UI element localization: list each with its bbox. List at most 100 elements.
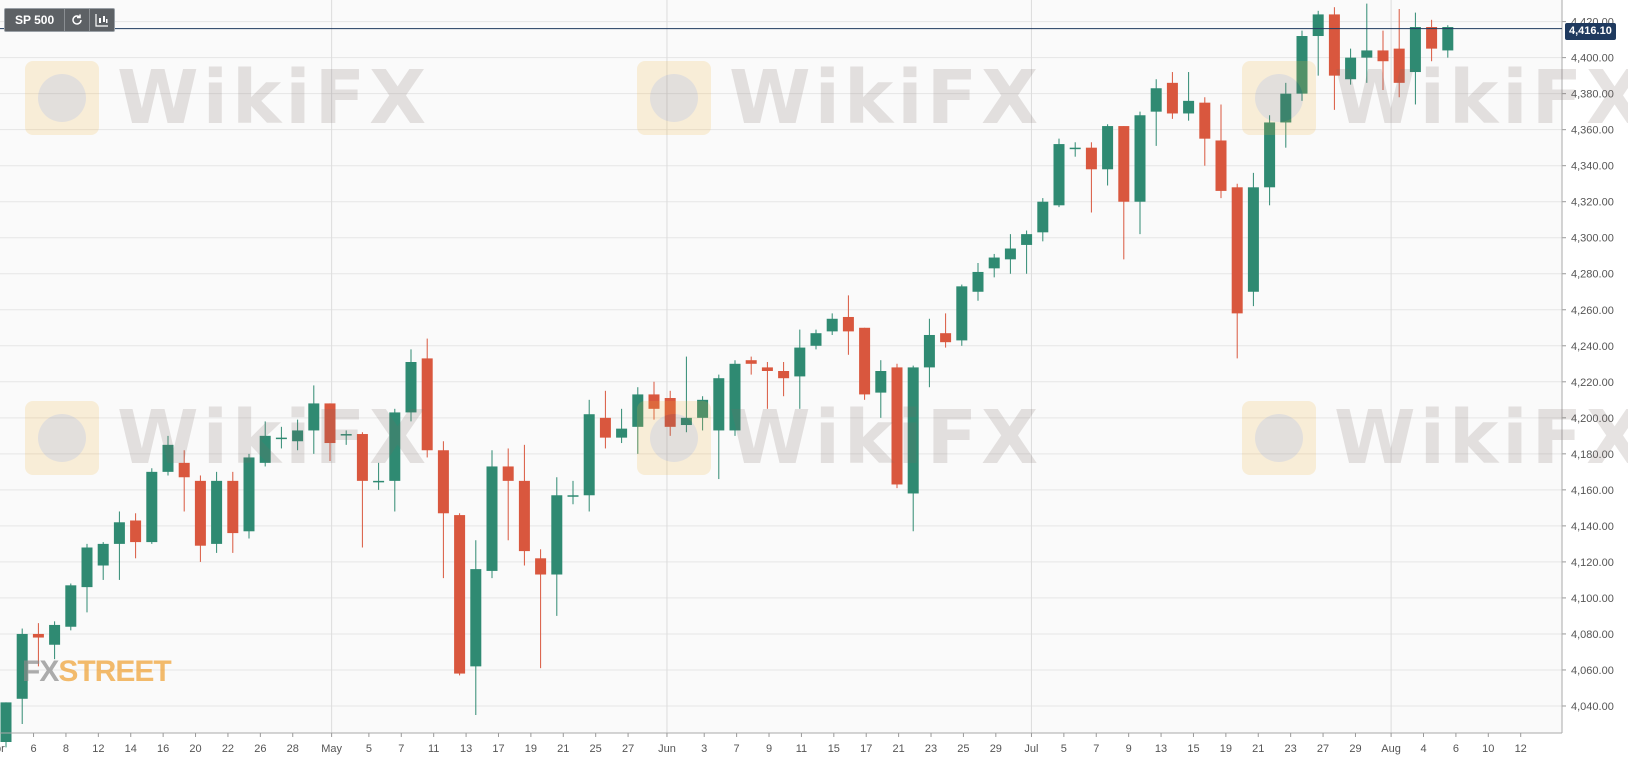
candle-body (1409, 27, 1421, 73)
candle (437, 441, 449, 579)
refresh-icon (72, 14, 82, 25)
candle-body (1264, 122, 1276, 188)
candle-body (1296, 36, 1308, 94)
candle-body (389, 412, 401, 481)
candle-body (810, 333, 822, 346)
candle (988, 253, 1000, 278)
x-tick-label: Apr (0, 743, 5, 755)
candle (697, 396, 709, 431)
candle-body (1280, 93, 1292, 123)
candle (324, 403, 336, 462)
candle (664, 390, 676, 436)
y-tick-label: 4,280.00 (1571, 269, 1614, 281)
candle (1053, 138, 1065, 208)
x-tick-label: 15 (1187, 743, 1199, 755)
candle (923, 318, 935, 388)
candle-body (599, 417, 611, 438)
candle-body (518, 480, 530, 552)
x-tick-label: 8 (63, 743, 69, 755)
x-tick-label: 5 (366, 743, 372, 755)
candle (227, 471, 239, 553)
candle-body (356, 434, 368, 481)
candle (729, 360, 741, 436)
candle-body (907, 367, 919, 494)
candle-body (778, 371, 790, 379)
candle-body (1102, 126, 1114, 170)
candle-body (502, 466, 514, 481)
candle-body (0, 702, 12, 743)
candle-body (1004, 248, 1016, 260)
refresh-button[interactable] (65, 9, 91, 31)
x-tick-label: 12 (1515, 743, 1527, 755)
candle-body (16, 633, 28, 699)
x-tick-label: 3 (701, 743, 707, 755)
x-axis: Apr 6 8 12 14 16 20 22 26 28 May 5 7 11 13 17 19 21 25 27 Ju… (0, 732, 1562, 755)
candle-body (616, 428, 628, 438)
candle-body (421, 358, 433, 451)
candle (680, 356, 692, 433)
candle (1345, 48, 1357, 85)
candle-body (988, 257, 1000, 269)
fxstreet-logo-fx: FX (22, 655, 59, 688)
candle-body (826, 318, 838, 332)
candle-body (859, 327, 871, 395)
candle (1134, 111, 1146, 235)
x-tick-label: 13 (1155, 743, 1167, 755)
x-tick-label: 19 (525, 743, 537, 755)
candle-body (664, 398, 676, 427)
candle (308, 385, 320, 454)
candle (16, 628, 28, 724)
y-tick-label: 4,180.00 (1571, 449, 1614, 461)
chart-type-button[interactable] (90, 9, 115, 31)
candle (972, 262, 984, 301)
candle (1166, 72, 1178, 119)
x-tick-label: 25 (957, 743, 969, 755)
candle (859, 327, 871, 400)
x-tick-label: 9 (1126, 743, 1132, 755)
candle (373, 462, 385, 490)
candle (178, 450, 190, 512)
candle (518, 444, 530, 566)
candle (405, 349, 417, 422)
candle (891, 363, 903, 489)
candle-body (470, 569, 482, 667)
candle-body (49, 624, 61, 645)
last-price-label: 4,416.10 (1565, 23, 1616, 40)
candle-body (1345, 57, 1357, 80)
x-tick-label: Aug (1381, 743, 1401, 755)
x-tick-label: 6 (1453, 743, 1459, 755)
candle (745, 356, 757, 375)
candle (794, 329, 806, 409)
y-axis: 4,040.00 4,060.00 4,080.00 4,100.00 4,120.00… (1561, 0, 1614, 733)
fxstreet-logo: FXSTREET (22, 655, 172, 689)
candle (1102, 124, 1114, 186)
x-tick-label: 15 (828, 743, 840, 755)
candle (1037, 198, 1049, 242)
y-tick-label: 4,120.00 (1571, 557, 1614, 569)
x-tick-label: 12 (92, 743, 104, 755)
candle-body (923, 334, 935, 368)
y-tick-label: 4,080.00 (1571, 629, 1614, 641)
candle (130, 513, 142, 559)
candle (1247, 172, 1259, 307)
candle (810, 329, 822, 350)
candle (956, 284, 968, 346)
symbol-button[interactable]: SP 500 (5, 9, 66, 31)
candle (162, 435, 174, 476)
candle (32, 623, 44, 667)
candle-body (842, 316, 854, 332)
y-tick-label: 4,380.00 (1571, 89, 1614, 101)
candle (340, 430, 352, 445)
candle-body (940, 333, 952, 343)
x-tick-label: 23 (925, 743, 937, 755)
candle (1296, 30, 1308, 101)
x-tick-label: 19 (1220, 743, 1232, 755)
candle-body (486, 466, 498, 571)
candle-body (1199, 102, 1211, 139)
x-tick-label: 29 (1349, 743, 1361, 755)
candle (1264, 115, 1276, 206)
candle-body (794, 347, 806, 377)
candle-body (1021, 234, 1033, 245)
candle (632, 387, 644, 454)
candle-body (178, 462, 190, 478)
